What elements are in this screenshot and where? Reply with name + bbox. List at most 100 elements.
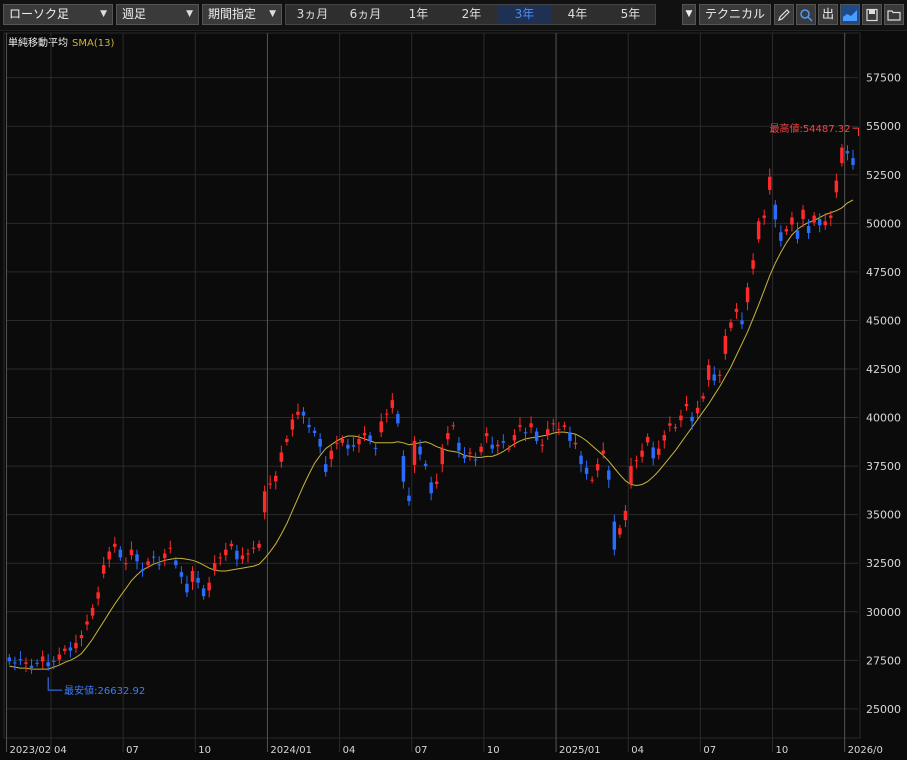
candle-body <box>346 444 350 449</box>
candle-body <box>490 444 494 449</box>
save-button[interactable] <box>862 4 882 25</box>
candle <box>218 552 222 566</box>
candle-body <box>801 209 805 220</box>
candle-body <box>107 551 111 560</box>
save-icon <box>866 8 878 22</box>
period-2y-button[interactable]: 2年 <box>461 7 482 21</box>
plot-area-border <box>3 32 861 739</box>
period-4y-button[interactable]: 4年 <box>567 7 588 21</box>
candle <box>451 421 456 430</box>
range-mode-dropdown[interactable]: 期間指定 ▼ <box>202 4 282 25</box>
candle-body <box>57 654 62 660</box>
candle <box>762 209 766 225</box>
x-tick-label: 07 <box>126 745 139 756</box>
candle-body <box>512 435 517 441</box>
candle-body <box>246 553 250 555</box>
candle-body <box>657 448 661 455</box>
period-3y-button[interactable]: 3年 <box>498 5 551 24</box>
zoom-button[interactable] <box>796 4 816 25</box>
candle-body <box>546 429 550 436</box>
candle-body <box>423 463 428 467</box>
candle-body <box>440 448 444 465</box>
candle <box>40 650 45 669</box>
candle <box>401 450 406 489</box>
candle-body <box>468 452 472 454</box>
candle <box>706 359 711 387</box>
candle-body <box>651 447 655 459</box>
candle <box>296 403 300 420</box>
candle <box>834 173 839 199</box>
candle <box>468 447 472 461</box>
candle-body <box>85 621 89 625</box>
candle-body <box>24 662 28 664</box>
candle <box>79 630 84 647</box>
candle-body <box>434 481 439 484</box>
period-5y-button[interactable]: 5年 <box>620 7 641 21</box>
chart-style-button[interactable] <box>840 4 860 25</box>
candle-body <box>18 659 23 661</box>
candle-body <box>296 411 300 415</box>
export-icon: 出 <box>821 7 834 21</box>
candle-body <box>662 435 667 441</box>
candle-body <box>634 460 639 462</box>
open-button[interactable] <box>884 4 904 25</box>
candle <box>301 407 306 424</box>
candle-body <box>140 569 145 571</box>
technical-button[interactable]: テクニカル <box>699 4 771 25</box>
candle <box>246 548 250 563</box>
draw-tool-button[interactable] <box>774 4 794 25</box>
candle <box>595 458 600 478</box>
candle-body <box>274 475 278 482</box>
candle <box>845 145 850 161</box>
candle-body <box>257 543 261 548</box>
technical-menu-toggle[interactable]: ▼ <box>682 4 696 25</box>
candle <box>751 253 755 275</box>
x-tick-label: 07 <box>703 745 716 756</box>
range-mode-label: 期間指定 <box>208 7 257 21</box>
candle <box>96 586 100 606</box>
candle <box>812 212 816 227</box>
candle-body <box>712 374 716 381</box>
export-button[interactable]: 出 <box>818 4 838 25</box>
candle-body <box>7 657 12 662</box>
candle <box>795 222 800 244</box>
x-tick-label: 04 <box>631 745 644 756</box>
candle-body <box>218 557 222 559</box>
candle-body <box>812 215 816 223</box>
candle-body <box>534 431 539 441</box>
candle-body <box>129 549 134 556</box>
period-3m-button[interactable]: 3ヵ月 <box>296 7 329 21</box>
period-1y-button[interactable]: 1年 <box>408 7 429 21</box>
candle <box>18 650 23 665</box>
candle <box>140 562 145 577</box>
period-6m-button[interactable]: 6ヵ月 <box>349 7 382 21</box>
candle <box>673 423 678 432</box>
candle <box>57 647 62 666</box>
candle <box>101 556 106 579</box>
x-tick-label: 2025/01 <box>559 745 601 756</box>
candle <box>501 434 506 449</box>
price-chart[interactable]: 25000 27500 30000 32500 35000 37500 40000 42500… <box>0 31 907 760</box>
candle-body <box>201 588 206 597</box>
candle <box>840 144 844 167</box>
candle <box>817 213 822 233</box>
candle-body <box>340 438 345 443</box>
x-tick-label: 07 <box>415 745 428 756</box>
candle-body <box>457 442 461 451</box>
zoom-icon <box>800 9 813 22</box>
candle-body <box>629 466 633 484</box>
candle-body <box>540 444 544 446</box>
candle <box>457 436 461 458</box>
candle-body <box>679 415 683 421</box>
candle <box>118 546 123 561</box>
interval-dropdown[interactable]: 週足 ▼ <box>116 4 199 25</box>
candle-body <box>357 438 361 445</box>
candle <box>640 443 644 463</box>
candle-body <box>379 421 383 433</box>
candle-body <box>551 423 555 425</box>
candle <box>385 409 389 423</box>
y-tick-label: 42500 <box>866 363 901 376</box>
chart-type-dropdown[interactable]: ローソク足 ▼ <box>3 4 113 25</box>
candle <box>52 656 56 670</box>
candle <box>90 604 95 620</box>
